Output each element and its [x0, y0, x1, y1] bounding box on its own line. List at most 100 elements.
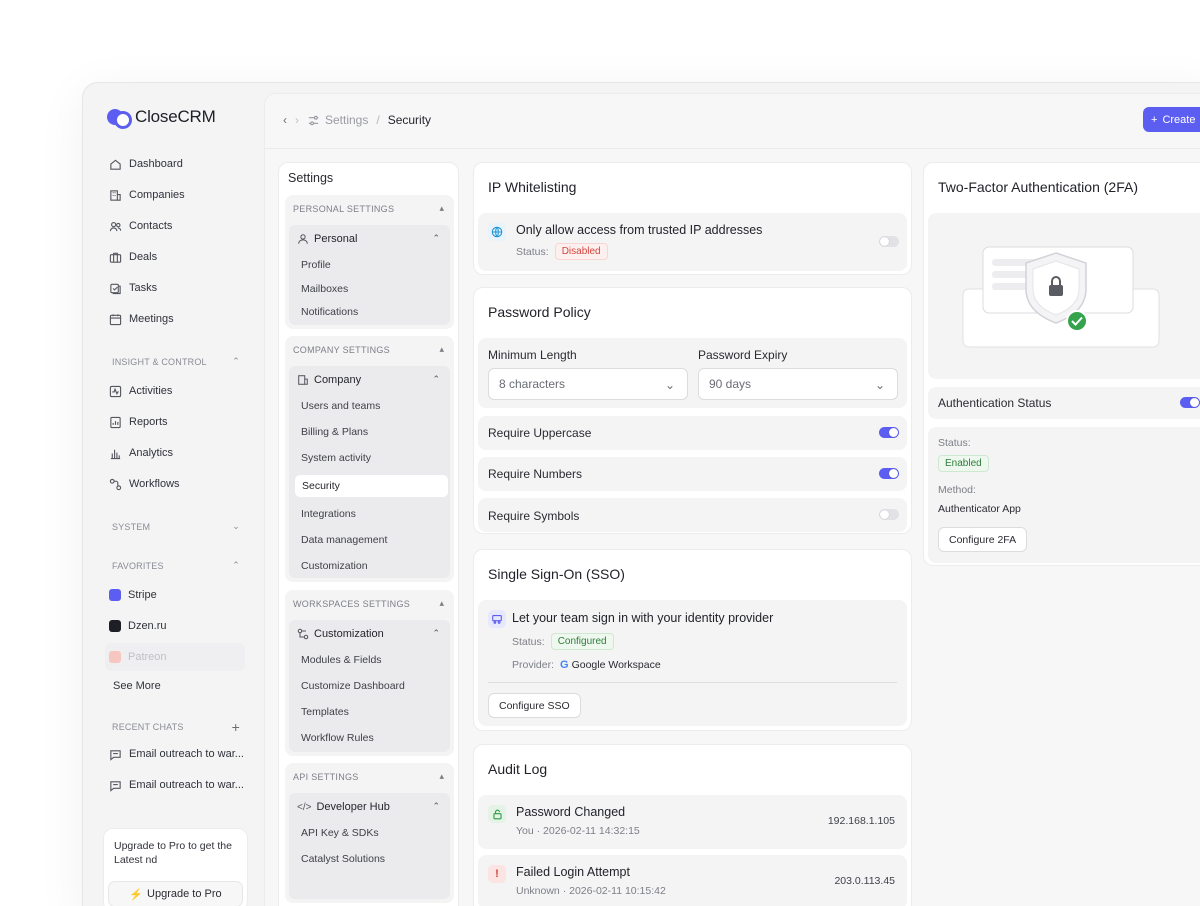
- authentication-status-row: Authentication Status: [928, 387, 1200, 419]
- settings-item-billing[interactable]: Billing & Plans: [301, 426, 369, 438]
- settings-item-templates[interactable]: Templates: [301, 706, 349, 718]
- settings-item-system-activity[interactable]: System activity: [301, 452, 372, 464]
- favorite-stripe[interactable]: Stripe: [109, 581, 249, 609]
- settings-item-data-management[interactable]: Data management: [301, 534, 388, 546]
- audit-meta: You · 2026-02-11 14:32:15: [516, 825, 640, 837]
- upgrade-button[interactable]: ⚡ Upgrade to Pro: [108, 881, 243, 906]
- card-title: Password Policy: [488, 304, 591, 320]
- sidebar-item-tasks[interactable]: Tasks: [109, 274, 249, 302]
- min-length-select[interactable]: 8 characters ⌄: [488, 368, 688, 400]
- breadcrumb-parent-label: Settings: [325, 113, 369, 127]
- settings-item-workflow-rules[interactable]: Workflow Rules: [301, 732, 374, 744]
- section-system[interactable]: SYSTEM ⌄: [112, 521, 240, 532]
- subgroup-head-customization[interactable]: Customization: [297, 628, 384, 640]
- settings-item-catalyst[interactable]: Catalyst Solutions: [301, 853, 386, 865]
- settings-item-users-teams[interactable]: Users and teams: [301, 400, 381, 412]
- card-title: IP Whitelisting: [488, 179, 577, 195]
- upgrade-card: Upgrade to Pro to get the Latest nd ⚡ Up…: [103, 828, 248, 906]
- sidebar-item-meetings[interactable]: Meetings: [109, 305, 249, 333]
- chevron-down-icon: ⌄: [874, 378, 885, 392]
- subgroup-head-personal[interactable]: Personal: [297, 233, 357, 245]
- settings-item-mailboxes[interactable]: Mailboxes: [301, 283, 349, 295]
- settings-item-customize-dashboard[interactable]: Customize Dashboard: [301, 680, 405, 692]
- configure-sso-button[interactable]: Configure SSO: [488, 693, 581, 718]
- password-length-row: Minimum Length 8 characters ⌄ Password E…: [478, 338, 907, 408]
- section-insight-control[interactable]: INSIGHT & CONTROL ⌃: [112, 356, 240, 367]
- settings-item-modules-fields[interactable]: Modules & Fields: [301, 654, 382, 666]
- chevron-up-icon[interactable]: ▴: [439, 344, 444, 354]
- recent-chat-item[interactable]: Email outreach to war...: [109, 771, 249, 799]
- see-more-link[interactable]: See More: [113, 672, 253, 700]
- brand-name: CloseCRM: [135, 107, 216, 126]
- sso-card: Single Sign-On (SSO) Let your team sign …: [473, 549, 912, 731]
- status-badge: Disabled: [554, 243, 608, 260]
- workflow-icon: [109, 478, 122, 491]
- chevron-up-icon[interactable]: ▴: [439, 203, 444, 213]
- user-icon: [297, 233, 309, 245]
- breadcrumb-settings[interactable]: Settings: [307, 113, 368, 127]
- audit-entry[interactable]: Password Changed You · 2026-02-11 14:32:…: [478, 795, 907, 849]
- two-factor-toggle[interactable]: [1180, 397, 1200, 408]
- recent-chat-item[interactable]: Email outreach to war...: [109, 740, 249, 768]
- rule-row-uppercase: Require Uppercase: [478, 416, 907, 450]
- sidebar-item-activities[interactable]: Activities: [109, 377, 249, 405]
- see-more-label: See More: [113, 680, 161, 692]
- chevron-up-icon[interactable]: ▴: [439, 771, 444, 781]
- sidebar-item-workflows[interactable]: Workflows: [109, 470, 249, 498]
- subgroup-head-developer-hub[interactable]: </> Developer Hub: [297, 801, 390, 813]
- audit-entry[interactable]: ! Failed Login Attempt Unknown · 2026-02…: [478, 855, 907, 906]
- ip-whitelisting-toggle[interactable]: [879, 236, 899, 247]
- settings-item-security[interactable]: Security: [295, 475, 448, 497]
- sidebar-item-contacts[interactable]: Contacts: [109, 212, 249, 240]
- section-favorites[interactable]: FAVORITES ⌃: [112, 560, 240, 571]
- sidebar-item-analytics[interactable]: Analytics: [109, 439, 249, 467]
- sidebar: CloseCRM Dashboard Companies Contacts De…: [93, 93, 258, 906]
- subgroup-head-company[interactable]: Company: [297, 374, 361, 386]
- topbar: ‹ › Settings / Security + Create: [265, 94, 1200, 149]
- back-arrow-icon[interactable]: ‹: [283, 113, 287, 127]
- favorite-dzen[interactable]: Dzen.ru: [109, 612, 249, 640]
- add-chat-icon[interactable]: +: [231, 719, 240, 735]
- settings-item-notifications[interactable]: Notifications: [301, 306, 359, 318]
- stripe-icon: [109, 589, 121, 601]
- settings-item-customization[interactable]: Customization: [301, 560, 368, 572]
- configure-2fa-button[interactable]: Configure 2FA: [938, 527, 1028, 552]
- create-button[interactable]: + Create: [1143, 107, 1200, 132]
- chevron-up-icon[interactable]: ⌃: [432, 801, 440, 811]
- chevron-up-icon[interactable]: ⌃: [432, 233, 440, 243]
- settings-item-integrations[interactable]: Integrations: [301, 508, 356, 520]
- expiry-select[interactable]: 90 days ⌄: [698, 368, 898, 400]
- ip-description: Only allow access from trusted IP addres…: [516, 223, 763, 237]
- subgroup-head-label: Customization: [314, 628, 384, 640]
- sidebar-item-dashboard[interactable]: Dashboard: [109, 150, 249, 178]
- numbers-toggle[interactable]: [879, 468, 899, 479]
- card-title: Audit Log: [488, 761, 548, 777]
- sidebar-item-label: Deals: [129, 251, 158, 263]
- sidebar-item-companies[interactable]: Companies: [109, 181, 249, 209]
- chevron-up-icon[interactable]: ⌃: [432, 374, 440, 384]
- sidebar-item-deals[interactable]: Deals: [109, 243, 249, 271]
- favorite-patreon[interactable]: Patreon: [105, 643, 245, 671]
- sidebar-item-reports[interactable]: Reports: [109, 408, 249, 436]
- rule-label: Require Uppercase: [488, 426, 592, 440]
- sidebar-item-label: Stripe: [128, 589, 157, 601]
- audit-log-card: Audit Log Password Changed You · 2026-02…: [473, 744, 912, 906]
- sidebar-item-label: Dashboard: [129, 158, 183, 170]
- settings-item-api-keys[interactable]: API Key & SDKs: [301, 827, 379, 839]
- code-icon: </>: [297, 801, 312, 813]
- audit-meta: Unknown · 2026-02-11 10:15:42: [516, 885, 666, 897]
- uppercase-toggle[interactable]: [879, 427, 899, 438]
- section-recent-chats: RECENT CHATS +: [112, 719, 240, 735]
- settings-subgroup-company: Company ⌃ Users and teams Billing & Plan…: [289, 366, 450, 578]
- logo[interactable]: CloseCRM: [107, 107, 216, 129]
- chevron-up-icon[interactable]: ▴: [439, 598, 444, 608]
- settings-item-profile[interactable]: Profile: [301, 259, 331, 271]
- rule-row-symbols: Require Symbols: [478, 498, 907, 532]
- forward-arrow-icon[interactable]: ›: [295, 113, 299, 127]
- group-label: WORKSPACES SETTINGS: [293, 599, 411, 609]
- symbols-toggle[interactable]: [879, 509, 899, 520]
- lock-check-icon: [488, 805, 506, 823]
- password-policy-card: Password Policy Minimum Length 8 charact…: [473, 287, 912, 534]
- chevron-up-icon[interactable]: ⌃: [432, 628, 440, 638]
- provider-value: Google Workspace: [571, 659, 661, 671]
